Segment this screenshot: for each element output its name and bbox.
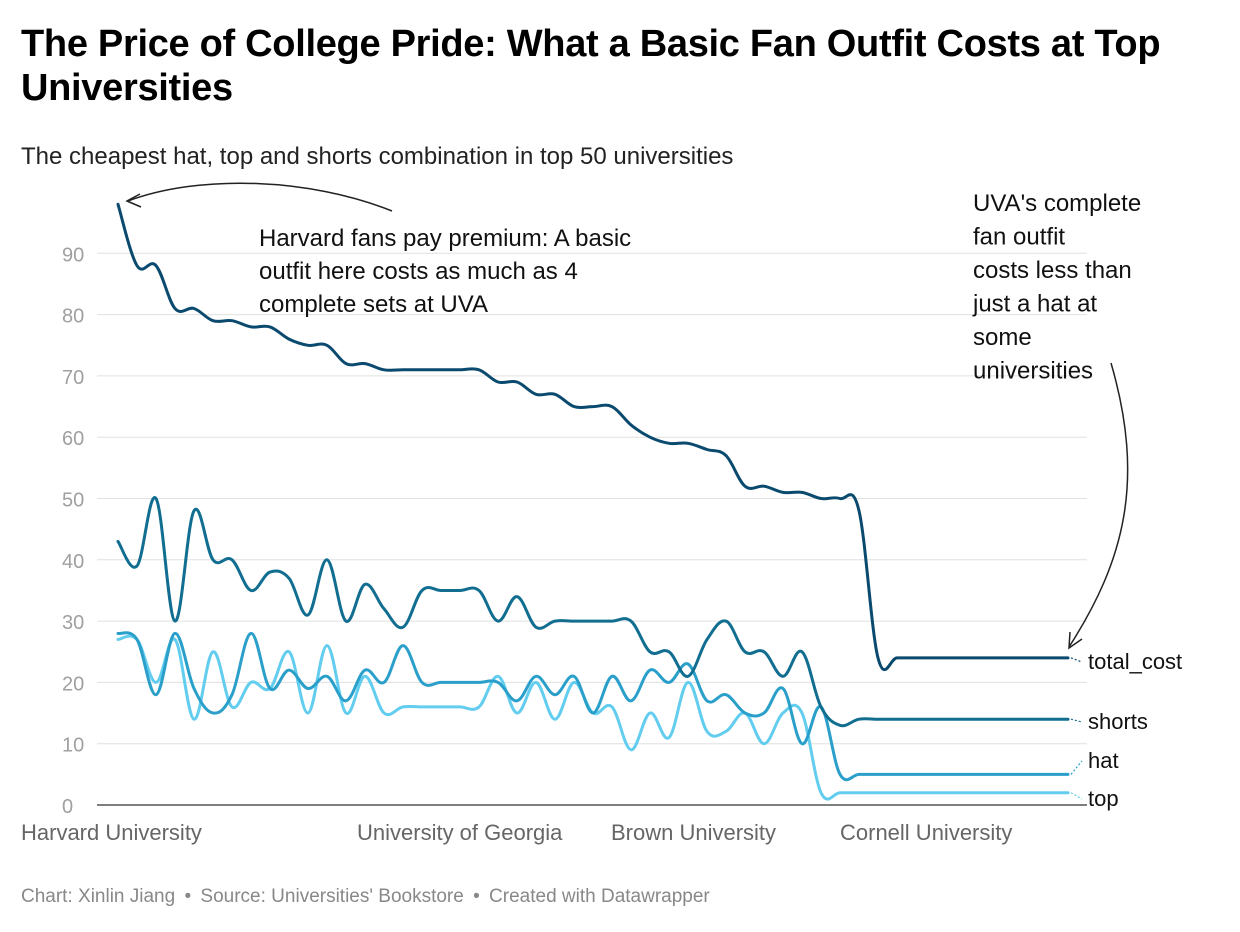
annotation-arrow-uva — [1068, 362, 1129, 648]
series-line-total-cost — [116, 202, 1070, 672]
gridlines — [97, 252, 1087, 806]
series-label-connector — [1070, 718, 1083, 723]
series-label-connector — [1070, 760, 1083, 775]
y-tick-label: 70 — [62, 367, 84, 389]
y-tick-label: 90 — [62, 244, 84, 266]
y-tick-label: 30 — [62, 612, 84, 634]
y-tick-label: 40 — [62, 551, 84, 573]
y-tick-label: 80 — [62, 306, 84, 328]
series-label-total-cost: total_cost — [1088, 649, 1182, 674]
y-tick-label: 50 — [62, 490, 84, 512]
series-line-shorts — [116, 496, 1070, 728]
series-label-connector — [1070, 792, 1083, 800]
x-axis-label: Cornell University — [840, 820, 1012, 845]
annotation-uva: UVA's complete fan outfit costs less than j… — [972, 190, 1141, 385]
series-label-shorts: shorts — [1088, 709, 1148, 734]
chart-title: The Price of College Pride: What a Basic… — [21, 23, 1161, 109]
chart-area: 0 10 20 30 40 50 60 70 80 90 Harvard University Un… — [0, 180, 1240, 860]
annotation-arrow-harvard — [127, 182, 393, 212]
series-label-hat: hat — [1088, 748, 1119, 773]
chart-subtitle: The cheapest hat, top and shorts combina… — [21, 143, 734, 170]
series-label-connector — [1070, 657, 1083, 663]
y-axis-ticks: 0 10 20 30 40 50 60 70 80 90 — [62, 244, 84, 818]
series-line-hat — [116, 631, 1070, 782]
footer-credit: Created with Datawrapper — [489, 886, 710, 907]
annotation-arrowhead-uva — [1068, 631, 1083, 650]
series-label-top: top — [1088, 786, 1119, 811]
annotations: Harvard fans pay premium: A basic outfit … — [125, 182, 1141, 650]
annotation-harvard: Harvard fans pay premium: A basic outfit … — [259, 225, 631, 318]
footer-author: Chart: Xinlin Jiang — [21, 886, 176, 907]
x-axis-label: Harvard University — [21, 820, 202, 845]
footer-source: Source: Universities' Bookstore — [200, 886, 464, 907]
line-chart: 0 10 20 30 40 50 60 70 80 90 Harvard University Un… — [21, 182, 1182, 845]
y-tick-label: 10 — [62, 735, 84, 757]
x-axis-label: University of Georgia — [357, 820, 563, 845]
y-tick-label: 60 — [62, 428, 84, 450]
series-lines — [116, 202, 1070, 801]
annotation-arrowhead-harvard — [125, 193, 142, 208]
chart-footer: Chart: Xinlin Jiang • Source: Universiti… — [21, 886, 710, 908]
x-axis-label: Brown University — [611, 820, 776, 845]
footer-separator: • — [473, 886, 480, 907]
y-tick-label: 20 — [62, 673, 84, 695]
footer-separator: • — [184, 886, 192, 907]
x-axis-labels: Harvard University University of Georgia B… — [21, 820, 1012, 845]
y-tick-label: 0 — [62, 796, 73, 818]
